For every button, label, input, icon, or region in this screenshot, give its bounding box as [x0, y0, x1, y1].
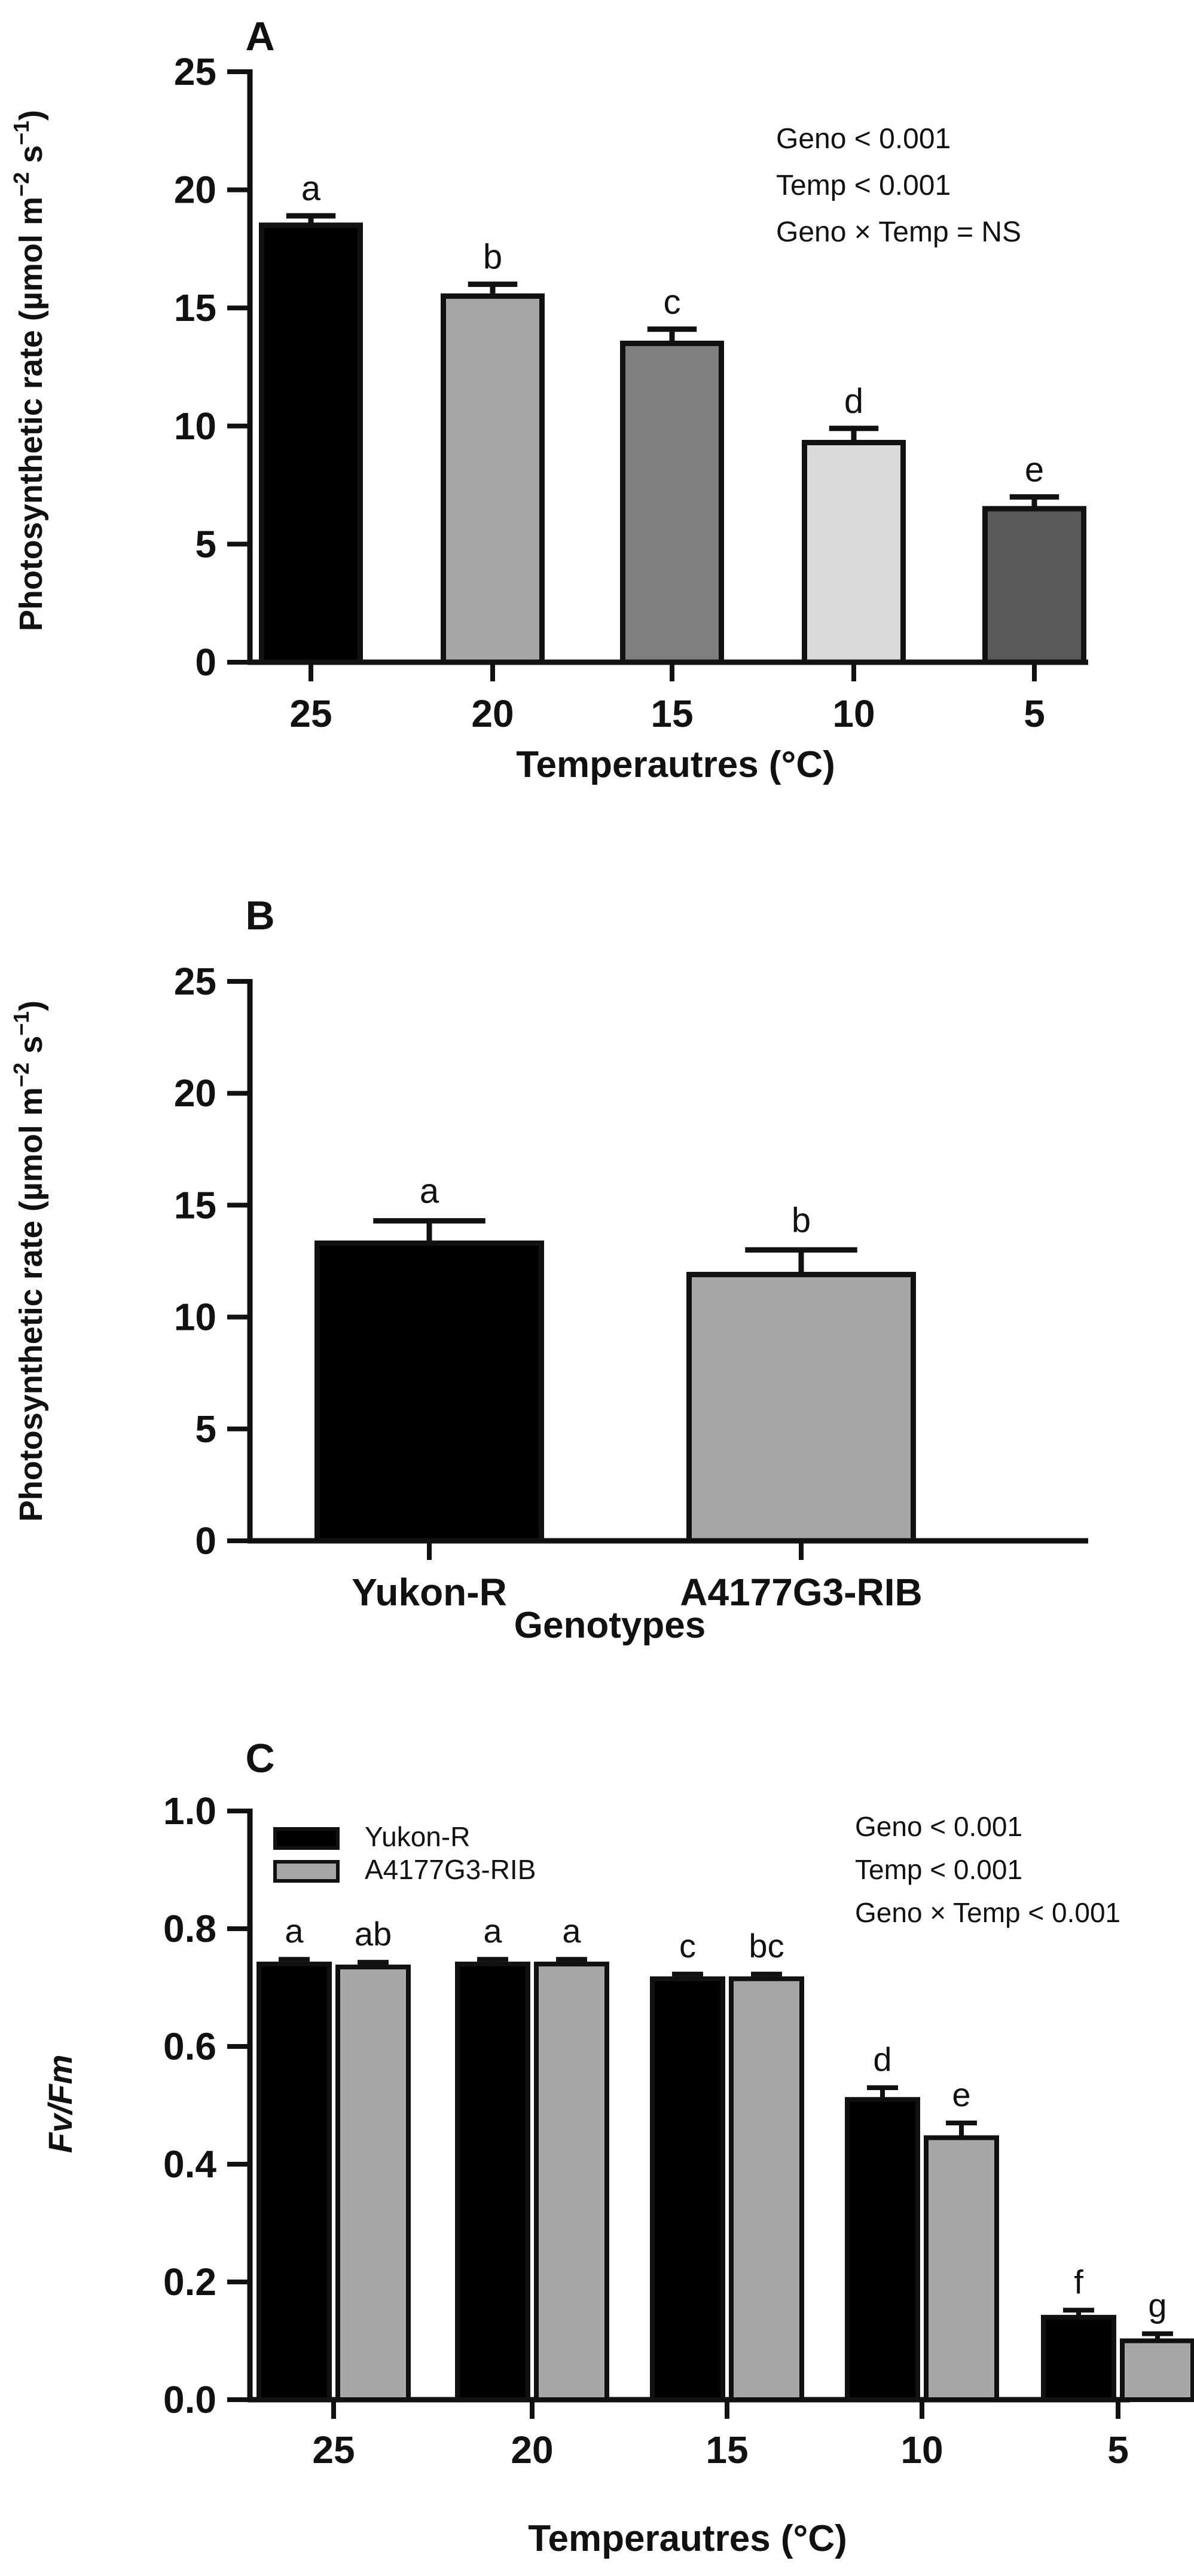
y-axis-title: Photosynthetic rate (µmol m−2 s−1): [9, 1001, 49, 1522]
x-tick-label: 25: [312, 2428, 355, 2471]
x-tick-label: 5: [1024, 692, 1045, 735]
y-tick-label: 0.4: [163, 2143, 216, 2186]
y-tick-label: 15: [174, 286, 216, 329]
stats-annotation: Temp < 0.001: [855, 1854, 1022, 1885]
bar: [441, 293, 545, 665]
y-axis-title: Photosynthetic rate (µmol m−2 s−1): [9, 110, 49, 631]
y-tick-label: 5: [195, 1408, 216, 1451]
y-axis-title-part: s: [13, 1036, 49, 1063]
x-tick-label: 15: [706, 2428, 748, 2471]
bar: [982, 506, 1086, 665]
y-axis-title-exponent: −1: [9, 1011, 33, 1036]
y-axis-title-part: s: [13, 145, 49, 172]
bar: [335, 1965, 411, 2402]
x-tick-label: Yukon-R: [352, 1571, 507, 1614]
panel-c: 0.0 0.2 0.4 0.6 0.8 1.0 a ab 25 a a 20 c bc 15 d e 10 f g 5 T…: [41, 1736, 1194, 2559]
y-tick-label: 5: [195, 522, 216, 565]
panel-a: 0 5 10 15 20 25 a 25 b 20 c 15 d 10 e 5 Temperautres (°C…: [9, 14, 1088, 785]
significance-letter: e: [1025, 450, 1044, 489]
bar: [314, 1240, 544, 1544]
significance-letter: ab: [355, 1915, 392, 1953]
panel-label: B: [245, 893, 274, 938]
significance-letter: g: [1148, 2287, 1166, 2324]
y-tick-label: 0.0: [163, 2378, 216, 2421]
bar: [924, 2135, 999, 2403]
bar: [1041, 2315, 1116, 2403]
x-tick-label: 20: [471, 692, 514, 735]
significance-letter: a: [420, 1172, 439, 1211]
y-tick-label: 15: [174, 1183, 216, 1226]
legend-label: Yukon-R: [365, 1821, 470, 1852]
significance-letter: bc: [749, 1927, 784, 1965]
significance-letter: d: [873, 2040, 891, 2078]
x-tick-label: 20: [511, 2428, 553, 2471]
y-axis-title-part: ): [13, 110, 49, 121]
significance-letter: a: [301, 169, 321, 208]
y-axis-title-part: Photosynthetic rate (µmol m: [13, 197, 49, 631]
significance-letter: c: [679, 1927, 696, 1965]
significance-letter: c: [664, 283, 681, 322]
y-tick-label: 0.8: [163, 1907, 216, 1950]
stats-annotation: Geno < 0.001: [855, 1811, 1022, 1842]
bar: [729, 1976, 804, 2403]
panel-label: A: [245, 14, 274, 59]
y-tick-label: 0.6: [163, 2025, 216, 2068]
bar: [620, 340, 724, 665]
legend-label: A4177G3-RIB: [365, 1854, 536, 1885]
bar: [534, 1962, 609, 2403]
bar: [1120, 2338, 1194, 2402]
y-tick-label: 1.0: [163, 1789, 216, 1832]
y-tick-label: 0: [195, 1519, 216, 1562]
bar: [845, 2097, 920, 2402]
stats-annotation: Geno × Temp = NS: [776, 216, 1021, 248]
x-tick-label: 15: [651, 692, 693, 735]
y-axis-title-exponent: −2: [9, 172, 33, 197]
y-axis-title-exponent: −2: [9, 1063, 33, 1087]
panel-label: C: [245, 1736, 274, 1781]
y-axis-title-part: Photosynthetic rate (µmol m: [13, 1087, 49, 1522]
significance-letter: e: [952, 2076, 970, 2113]
bar: [455, 1962, 530, 2403]
x-axis-title: Temperautres (°C): [516, 744, 835, 785]
y-tick-label: 25: [174, 50, 216, 93]
x-tick-label: 10: [900, 2428, 943, 2471]
bar: [259, 222, 363, 665]
stats-annotation: Geno × Temp < 0.001: [855, 1897, 1120, 1928]
y-tick-label: 20: [174, 169, 216, 212]
x-tick-label: A4177G3-RIB: [680, 1571, 923, 1614]
significance-letter: a: [483, 1912, 502, 1950]
significance-letter: b: [483, 238, 502, 277]
x-tick-label: 25: [289, 692, 332, 735]
bar: [686, 1271, 916, 1544]
bar: [256, 1962, 332, 2403]
y-tick-label: 20: [174, 1072, 216, 1115]
y-axis-title: Fv/Fm: [41, 2055, 79, 2153]
y-tick-label: 25: [174, 960, 216, 1003]
y-tick-label: 0: [195, 641, 216, 684]
bar: [802, 439, 906, 665]
y-tick-label: 0.2: [163, 2260, 216, 2303]
significance-letter: b: [792, 1201, 811, 1240]
stats-annotation: Temp < 0.001: [776, 170, 951, 201]
stats-annotation: Geno < 0.001: [776, 123, 951, 155]
bar: [650, 1976, 725, 2403]
significance-letter: a: [562, 1912, 581, 1950]
y-tick-label: 10: [174, 405, 216, 448]
x-axis-title: Temperautres (°C): [528, 2518, 847, 2559]
y-tick-label: 10: [174, 1296, 216, 1339]
significance-letter: f: [1074, 2263, 1083, 2300]
legend-swatch: [273, 1860, 340, 1883]
y-axis-title-exponent: −1: [9, 121, 33, 145]
x-tick-label: 10: [832, 692, 875, 735]
x-tick-label: 5: [1107, 2428, 1129, 2471]
legend-swatch: [273, 1827, 340, 1850]
significance-letter: d: [844, 382, 863, 421]
x-axis-title: Genotypes: [514, 1605, 706, 1646]
significance-letter: a: [285, 1912, 304, 1950]
y-axis-title-part: ): [13, 1001, 49, 1011]
